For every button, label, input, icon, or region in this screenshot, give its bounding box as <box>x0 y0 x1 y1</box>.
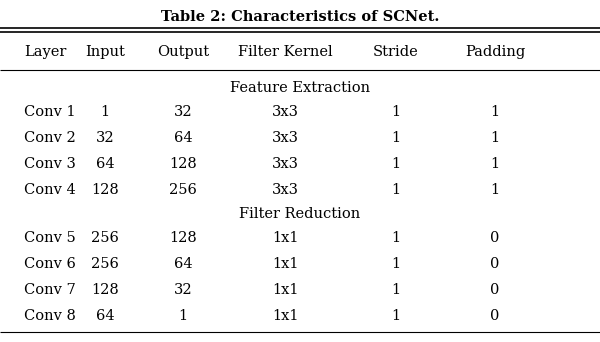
Text: Conv 2: Conv 2 <box>24 131 76 145</box>
Text: 64: 64 <box>95 309 115 323</box>
Text: Layer: Layer <box>24 45 67 59</box>
Text: Conv 3: Conv 3 <box>24 157 76 171</box>
Text: 32: 32 <box>173 283 193 297</box>
Text: Conv 1: Conv 1 <box>24 105 76 119</box>
Text: Conv 4: Conv 4 <box>24 183 76 197</box>
Text: 1x1: 1x1 <box>272 283 298 297</box>
Text: 1: 1 <box>391 257 401 271</box>
Text: 1: 1 <box>391 105 401 119</box>
Text: 0: 0 <box>490 231 500 245</box>
Text: 32: 32 <box>173 105 193 119</box>
Text: 1: 1 <box>490 183 500 197</box>
Text: 64: 64 <box>173 131 193 145</box>
Text: 1x1: 1x1 <box>272 309 298 323</box>
Text: 3x3: 3x3 <box>271 131 299 145</box>
Text: 256: 256 <box>91 231 119 245</box>
Text: 1: 1 <box>391 131 401 145</box>
Text: Conv 8: Conv 8 <box>24 309 76 323</box>
Text: 1: 1 <box>490 157 500 171</box>
Text: 1: 1 <box>391 283 401 297</box>
Text: 256: 256 <box>169 183 197 197</box>
Text: Stride: Stride <box>373 45 419 59</box>
Text: 1: 1 <box>391 231 401 245</box>
Text: 3x3: 3x3 <box>271 157 299 171</box>
Text: Table 2: Characteristics of SCNet.: Table 2: Characteristics of SCNet. <box>161 10 439 24</box>
Text: Padding: Padding <box>465 45 525 59</box>
Text: Conv 5: Conv 5 <box>24 231 76 245</box>
Text: 128: 128 <box>91 183 119 197</box>
Text: Output: Output <box>157 45 209 59</box>
Text: Input: Input <box>85 45 125 59</box>
Text: 3x3: 3x3 <box>271 105 299 119</box>
Text: 256: 256 <box>91 257 119 271</box>
Text: 0: 0 <box>490 257 500 271</box>
Text: 1: 1 <box>490 105 500 119</box>
Text: 1: 1 <box>100 105 110 119</box>
Text: Feature Extraction: Feature Extraction <box>230 81 370 95</box>
Text: 0: 0 <box>490 309 500 323</box>
Text: 128: 128 <box>169 231 197 245</box>
Text: 1: 1 <box>490 131 500 145</box>
Text: 1x1: 1x1 <box>272 257 298 271</box>
Text: Conv 7: Conv 7 <box>24 283 76 297</box>
Text: 1: 1 <box>391 183 401 197</box>
Text: 0: 0 <box>490 283 500 297</box>
Text: 1: 1 <box>178 309 188 323</box>
Text: Filter Reduction: Filter Reduction <box>239 207 361 221</box>
Text: 3x3: 3x3 <box>271 183 299 197</box>
Text: 1: 1 <box>391 309 401 323</box>
Text: 128: 128 <box>91 283 119 297</box>
Text: 1: 1 <box>391 157 401 171</box>
Text: 128: 128 <box>169 157 197 171</box>
Text: 1x1: 1x1 <box>272 231 298 245</box>
Text: Conv 6: Conv 6 <box>24 257 76 271</box>
Text: 64: 64 <box>173 257 193 271</box>
Text: 64: 64 <box>95 157 115 171</box>
Text: Filter Kernel: Filter Kernel <box>238 45 332 59</box>
Text: 32: 32 <box>95 131 115 145</box>
